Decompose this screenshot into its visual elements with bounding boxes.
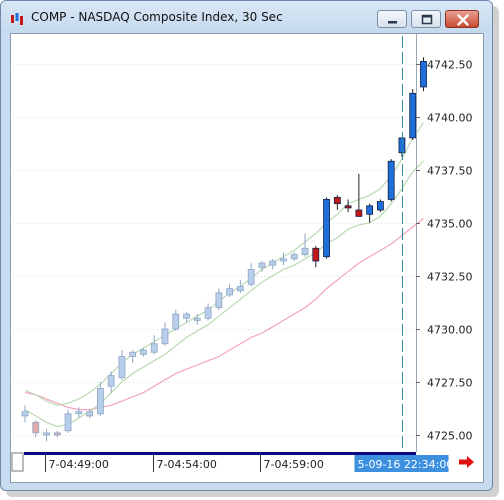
candle-up	[172, 313, 180, 330]
candle-up	[258, 262, 266, 268]
price-tick-label: 4742.50	[427, 59, 473, 72]
time-tick-label: 7-04:49:00	[49, 458, 109, 471]
candle-up	[21, 411, 29, 417]
candle-down	[333, 196, 341, 205]
candle-up	[420, 61, 427, 88]
candle-up	[409, 92, 417, 139]
candlestick-chart[interactable]: 4742.50 4740.00 4737.50 4735.00 4732.50 4730.…	[11, 34, 483, 482]
candle-up	[398, 137, 406, 154]
candle-down	[312, 247, 320, 262]
price-axis[interactable]: 4742.50 4740.00 4737.50 4735.00 4732.50 4730.…	[416, 34, 473, 452]
scroll-right-arrow-icon[interactable]	[459, 456, 474, 468]
candle-up	[290, 254, 298, 260]
candle-up	[377, 201, 384, 211]
candle-up	[366, 205, 374, 215]
candle-up	[226, 288, 234, 296]
candle-up	[96, 387, 104, 415]
time-axis[interactable]: 7-04:49:00 7-04:54:00 7-04:59:00 5-09-16 22…	[11, 452, 474, 472]
fast-moving-average-lower	[24, 160, 424, 428]
time-tick-label: 7-04:54:00	[157, 458, 217, 471]
price-tick-label: 4730.00	[427, 324, 473, 337]
minimize-button[interactable]	[377, 10, 407, 28]
candle-up	[140, 349, 147, 355]
candle-up	[236, 286, 244, 292]
time-tick-label: 7-04:59:00	[264, 458, 324, 471]
candle-up	[64, 413, 72, 432]
close-icon	[457, 14, 469, 26]
candle-up	[247, 269, 255, 285]
candle-down	[53, 432, 61, 436]
price-tick-label: 4727.50	[427, 377, 473, 390]
price-tick-label: 4725.00	[427, 430, 473, 443]
candle-down	[344, 205, 352, 209]
candle-up	[75, 411, 83, 415]
chart-app-icon	[11, 13, 23, 25]
candle-up	[107, 375, 115, 387]
price-tick-label: 4732.50	[427, 271, 473, 284]
minimize-icon	[388, 21, 397, 24]
price-tick-label: 4740.00	[427, 112, 473, 125]
candle-down	[32, 421, 40, 434]
candle-up	[215, 292, 223, 309]
fast-moving-average-upper	[24, 122, 424, 406]
candle-up	[43, 432, 50, 436]
candle-up	[161, 328, 169, 345]
crosshair-time-label: 5-09-16 22:34:00	[358, 458, 454, 471]
candles	[21, 57, 427, 442]
crosshair-time-box	[354, 455, 449, 472]
window-title: COMP - NASDAQ Composite Index, 30 Sec	[31, 10, 283, 24]
candle-down	[355, 209, 363, 217]
title-bar[interactable]: COMP - NASDAQ Composite Index, 30 Sec	[1, 1, 492, 33]
maximize-icon	[421, 14, 433, 25]
price-tick-label: 4735.00	[427, 218, 473, 231]
slow-moving-average	[24, 218, 424, 411]
candle-up	[150, 343, 158, 353]
candle-up	[86, 411, 94, 417]
candle-up	[301, 247, 309, 256]
candle-up	[204, 307, 212, 319]
candle-up	[183, 313, 190, 319]
price-tick-label: 4737.50	[427, 165, 473, 178]
candle-up	[280, 258, 287, 262]
candle-up	[387, 160, 395, 200]
maximize-button[interactable]	[411, 10, 441, 28]
candle-up	[118, 356, 126, 379]
close-button[interactable]	[445, 10, 479, 28]
moving-averages	[24, 122, 424, 428]
price-grid	[13, 64, 416, 436]
chart-window: COMP - NASDAQ Composite Index, 30 Sec 47…	[0, 0, 493, 491]
chart-area[interactable]: 4742.50 4740.00 4737.50 4735.00 4732.50 4730.…	[10, 33, 484, 483]
candle-up	[193, 317, 201, 321]
candle-up	[269, 260, 277, 266]
time-axis-box[interactable]	[11, 452, 24, 472]
time-scrollbar[interactable]	[24, 452, 416, 455]
candle-up	[323, 199, 330, 258]
candle-up	[129, 351, 137, 357]
